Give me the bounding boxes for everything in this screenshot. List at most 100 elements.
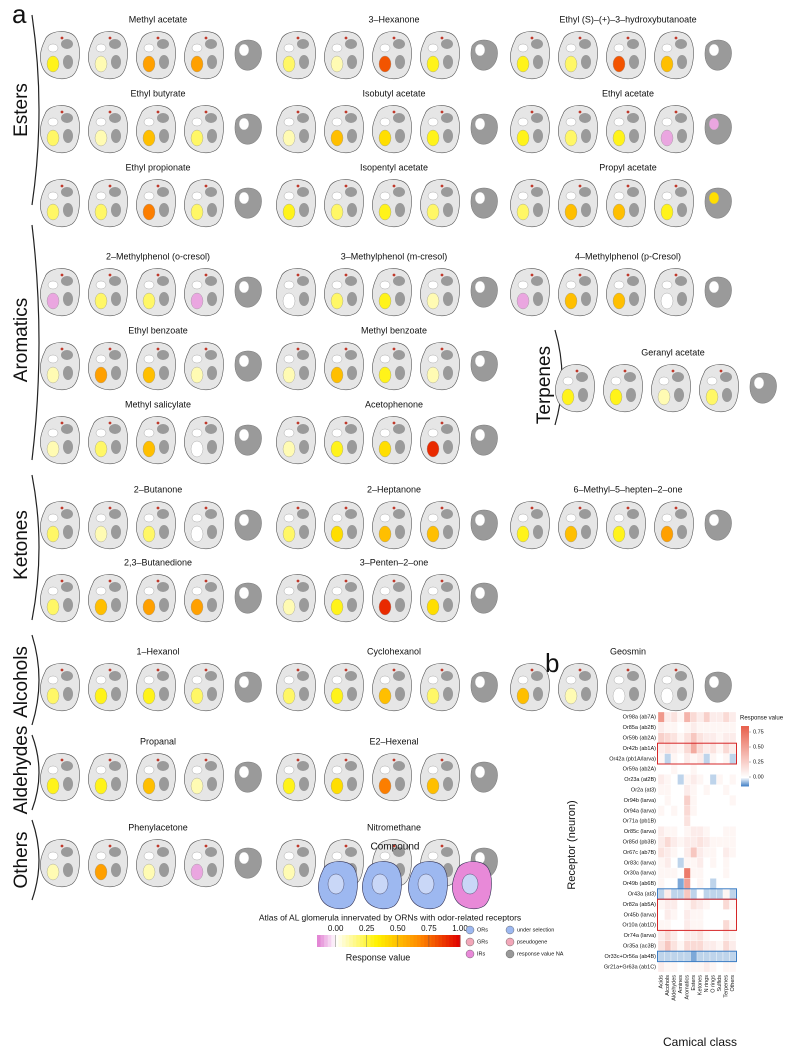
- glomerulus: [441, 113, 453, 123]
- heat-cell: [657, 784, 665, 796]
- lobe-outline: [183, 415, 224, 465]
- glomerulus: [61, 671, 73, 681]
- heat-cell: [703, 763, 711, 775]
- glomerulus: [441, 847, 453, 857]
- glomerulus: [63, 777, 73, 791]
- marker-dot: [626, 273, 630, 277]
- colorbar-tick-label: 0.50: [390, 924, 406, 933]
- glomerulus-response: [190, 366, 204, 384]
- glomerulus-response: [238, 586, 250, 600]
- heat-cell: [677, 919, 685, 931]
- heat-cell: [722, 722, 730, 733]
- glomerulus: [297, 424, 309, 434]
- glomerulus: [47, 191, 59, 201]
- heat-cell: [729, 836, 737, 848]
- glomerulus: [393, 847, 405, 857]
- row-label: Or35a (ac3B): [623, 943, 656, 949]
- colorbar-tick-label: 0.00: [753, 774, 764, 780]
- group-label: Aldehydes: [11, 726, 32, 815]
- glomerulus-response: [282, 525, 296, 543]
- glomerulus: [379, 675, 391, 685]
- glomerulus: [576, 372, 588, 382]
- glomerulus: [207, 440, 217, 454]
- glomerulus: [579, 509, 591, 519]
- heat-cell: [703, 847, 711, 858]
- group-bracket: [31, 474, 40, 621]
- marker-dot: [344, 844, 348, 848]
- heat-cell: [670, 899, 678, 910]
- lobe-outline: [323, 341, 364, 391]
- marker-dot: [108, 36, 112, 40]
- heat-cell: [703, 826, 711, 837]
- glomerulus: [661, 675, 673, 685]
- glomerulus: [47, 586, 59, 596]
- glomerulus: [63, 292, 73, 306]
- colorbar-swatch: [452, 935, 457, 947]
- glomerulus-response: [612, 525, 626, 543]
- glomerulus: [579, 113, 591, 123]
- compound-title: 3–Penten–2–one: [360, 557, 429, 567]
- heat-cell: [677, 732, 685, 744]
- glomerulus: [443, 292, 453, 306]
- marker-dot: [108, 758, 112, 762]
- heat-cell: [670, 961, 678, 973]
- marker-dot: [440, 579, 444, 583]
- glomerulus: [205, 671, 217, 681]
- glomerulus: [283, 586, 295, 596]
- lobe-outline: [135, 500, 176, 550]
- glomerulus: [395, 55, 405, 69]
- lobe-outline: [419, 30, 460, 80]
- marker-dot: [626, 110, 630, 114]
- colorbar-swatch: [741, 736, 749, 739]
- heat-cell: [709, 951, 717, 962]
- heat-cell: [696, 784, 704, 796]
- glomerulus-response: [142, 366, 156, 384]
- lobe-outline: [183, 30, 224, 80]
- heat-cell: [657, 795, 665, 806]
- lobe-outline: [183, 267, 224, 317]
- glomerulus: [205, 424, 217, 434]
- glomerulus: [627, 276, 639, 286]
- colorbar-swatch: [370, 935, 375, 947]
- heat-cell: [657, 815, 665, 827]
- group-bracket: [31, 14, 40, 206]
- lobe-outline: [509, 500, 550, 550]
- glomerulus-response: [378, 203, 392, 221]
- glomerulus: [627, 113, 639, 123]
- colorbar-swatch: [741, 768, 749, 771]
- heat-cell: [657, 857, 665, 869]
- group-label: Terpenes: [534, 346, 555, 424]
- glomerulus: [565, 117, 577, 127]
- heat-cell: [657, 774, 665, 785]
- glomerulus: [627, 187, 639, 197]
- heat-cell: [677, 857, 685, 869]
- glomerulus: [347, 777, 357, 791]
- heat-cell: [690, 899, 698, 910]
- row-label: Or74a (larva): [624, 933, 657, 939]
- glomerulus-response: [46, 366, 60, 384]
- marker-dot: [204, 110, 208, 114]
- heat-cell: [703, 722, 711, 733]
- glomerulus: [159, 55, 169, 69]
- heat-cell: [657, 909, 665, 921]
- heat-cell: [664, 899, 672, 910]
- colorbar-swatch: [349, 935, 354, 947]
- glomerulus: [517, 117, 529, 127]
- heat-cell: [722, 711, 730, 723]
- glomerulus-response: [238, 43, 250, 57]
- heat-cell: [670, 836, 678, 848]
- heat-cell: [716, 961, 724, 973]
- heat-cell: [716, 930, 724, 941]
- highlight-box: [657, 898, 737, 931]
- glomerulus-response: [330, 777, 344, 795]
- glomerulus: [111, 777, 121, 791]
- lobe-outline: [653, 30, 694, 80]
- glomerulus: [379, 513, 391, 523]
- heat-cell: [722, 961, 730, 973]
- glomerulus: [159, 366, 169, 380]
- column-label: Terpenes: [724, 975, 730, 998]
- lobe-outline: [39, 662, 80, 712]
- colorbar-swatch: [431, 935, 436, 947]
- heat-cell: [722, 805, 730, 817]
- lobe-outline: [554, 363, 595, 413]
